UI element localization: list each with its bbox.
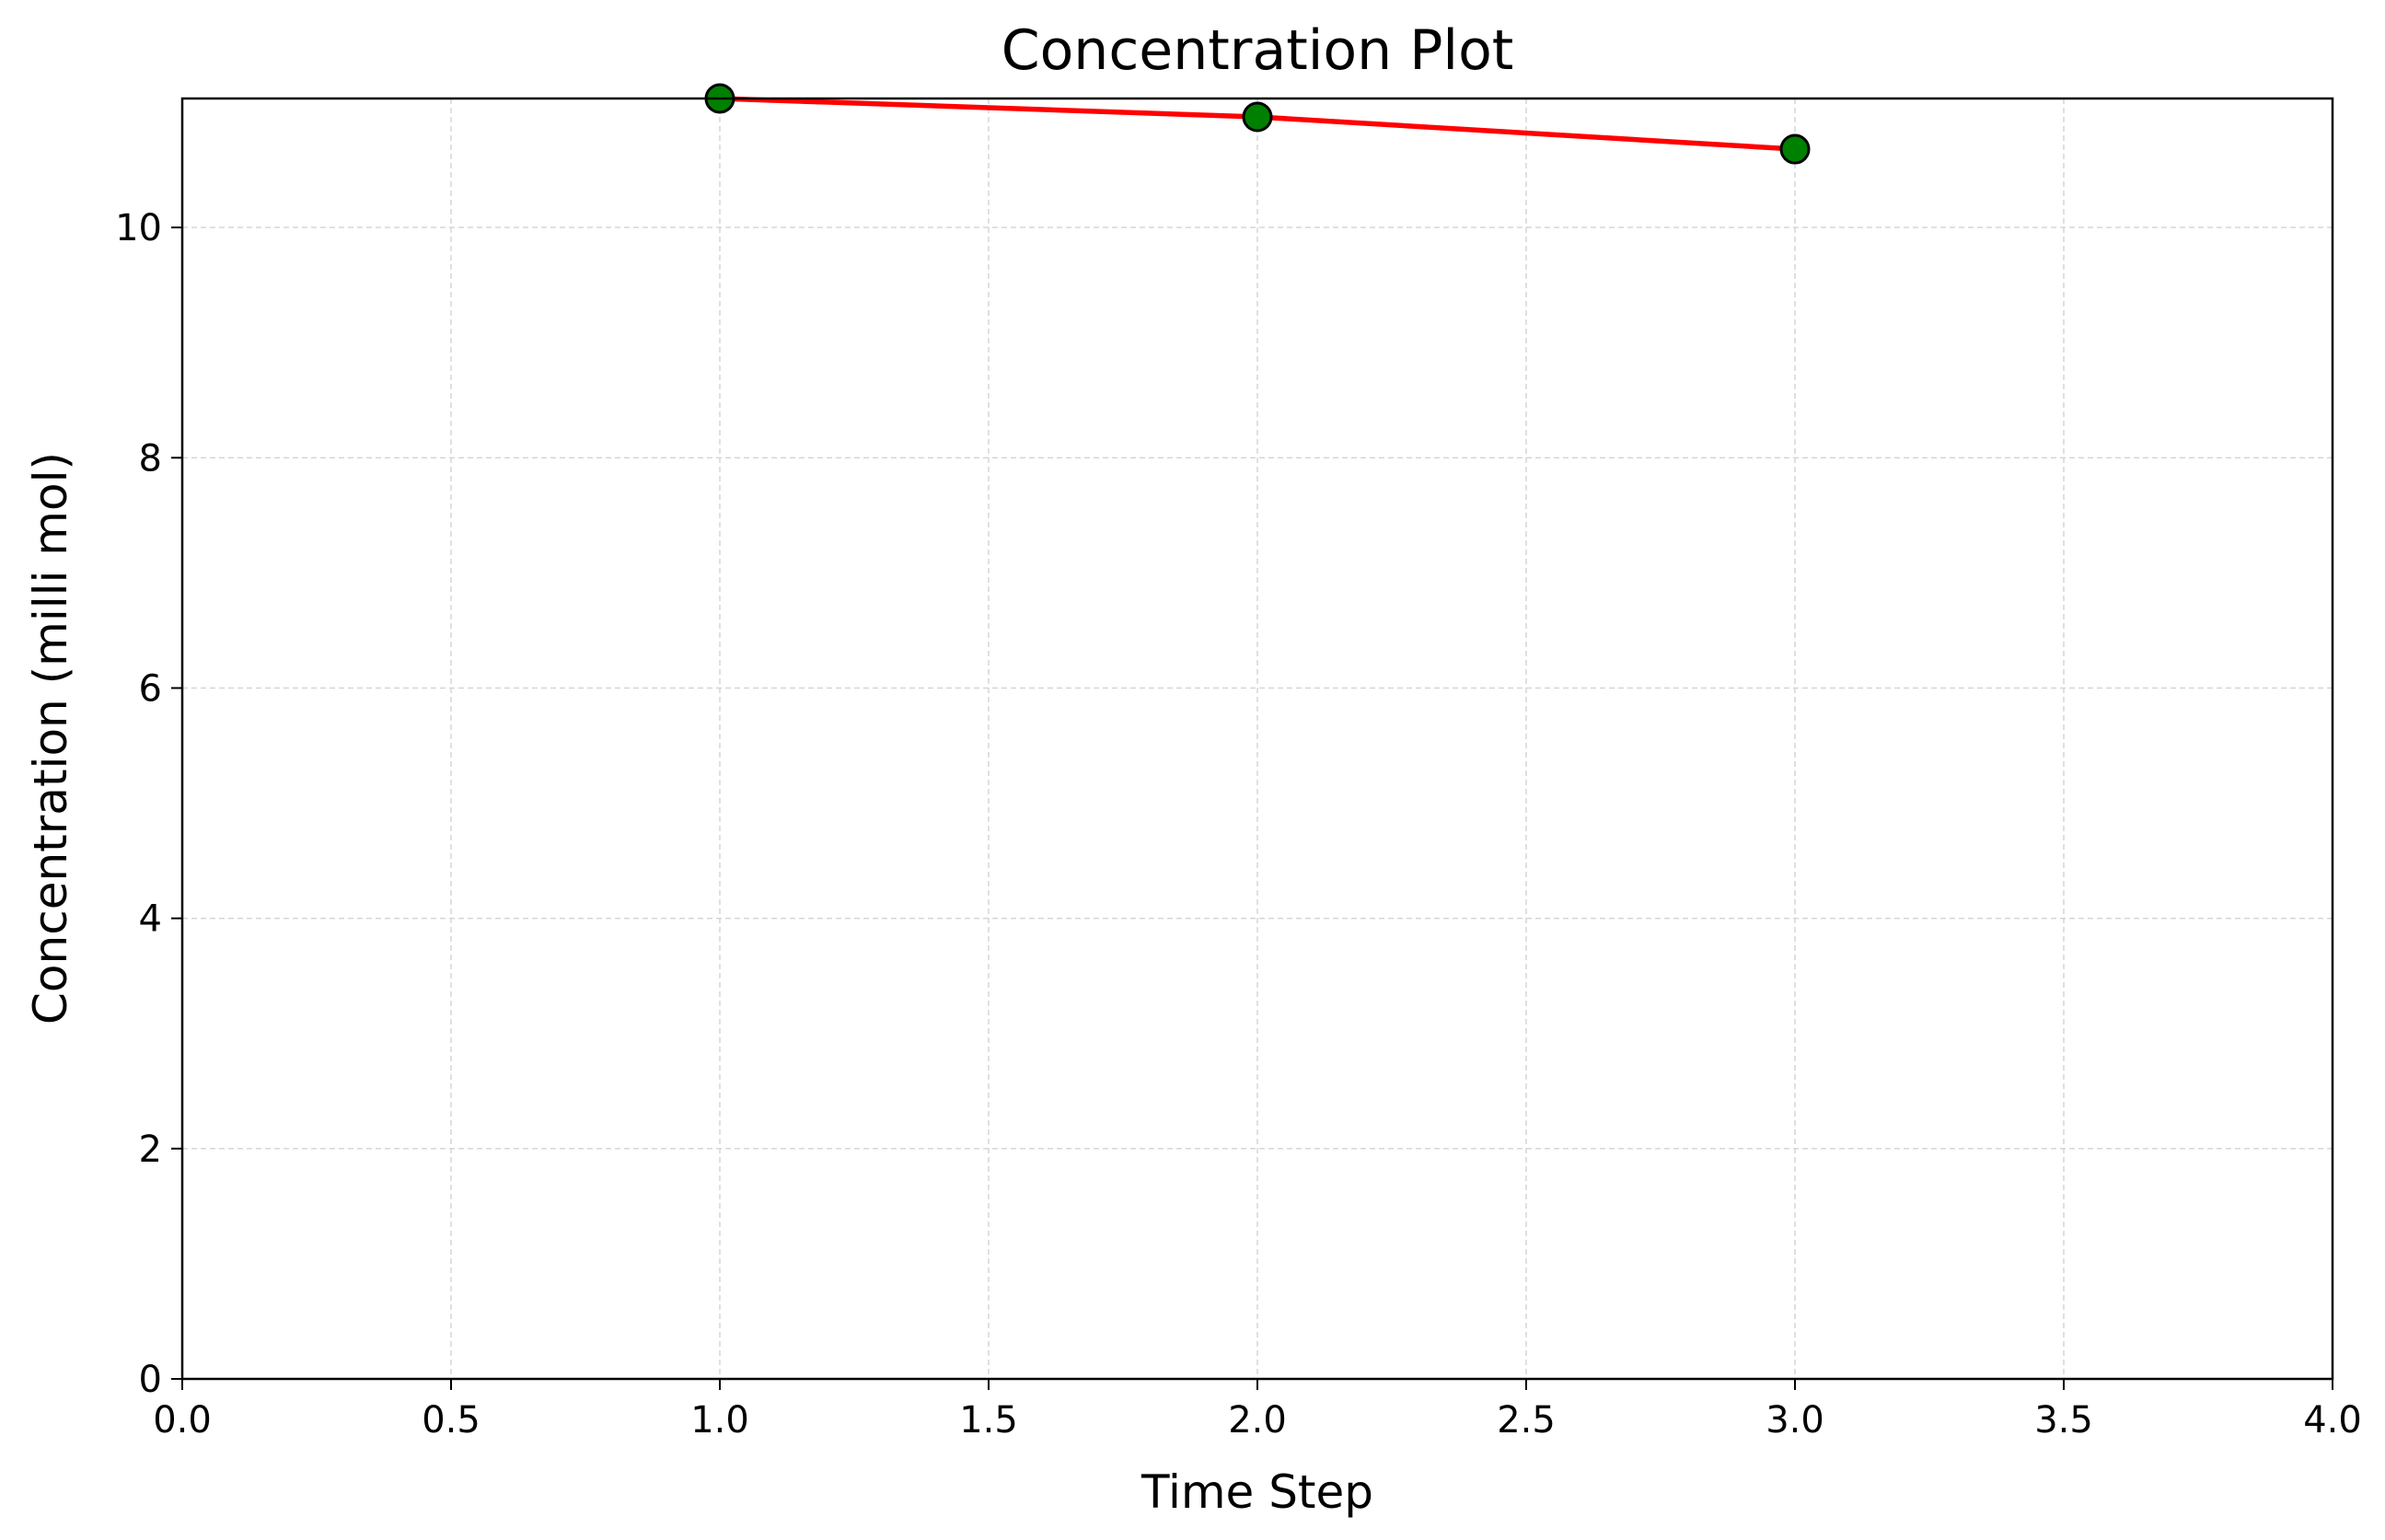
series-layer [704,83,1811,165]
y-tick-label: 10 [115,207,162,249]
x-tick-label: 2.5 [1497,1399,1556,1442]
x-tick-label: 0.0 [153,1399,212,1442]
x-axis-title: Time Step [1140,1465,1373,1519]
y-axis: 0 2 4 6 8 10 [115,207,182,1401]
y-tick-label: 0 [139,1359,162,1401]
y-tick-label: 4 [139,898,162,941]
x-tick-label: 3.0 [1766,1399,1824,1442]
x-tick-label: 1.0 [690,1399,749,1442]
x-tick-label: 1.5 [959,1399,1018,1442]
x-axis: 0.0 0.5 1.0 1.5 2.0 2.5 3.0 3.5 4.0 [153,1379,2362,1442]
x-tick-label: 4.0 [2303,1399,2362,1442]
data-point-marker [1779,133,1811,165]
y-tick-label: 8 [139,437,162,480]
y-tick-label: 6 [139,667,162,710]
chart-title: Concentration Plot [1001,18,1514,83]
x-tick-label: 2.0 [1228,1399,1287,1442]
y-tick-label: 2 [139,1129,162,1171]
x-tick-label: 0.5 [422,1399,480,1442]
y-axis-title: Concentration (milli mol) [24,452,77,1025]
x-tick-label: 3.5 [2034,1399,2093,1442]
data-point-marker [1242,101,1273,133]
